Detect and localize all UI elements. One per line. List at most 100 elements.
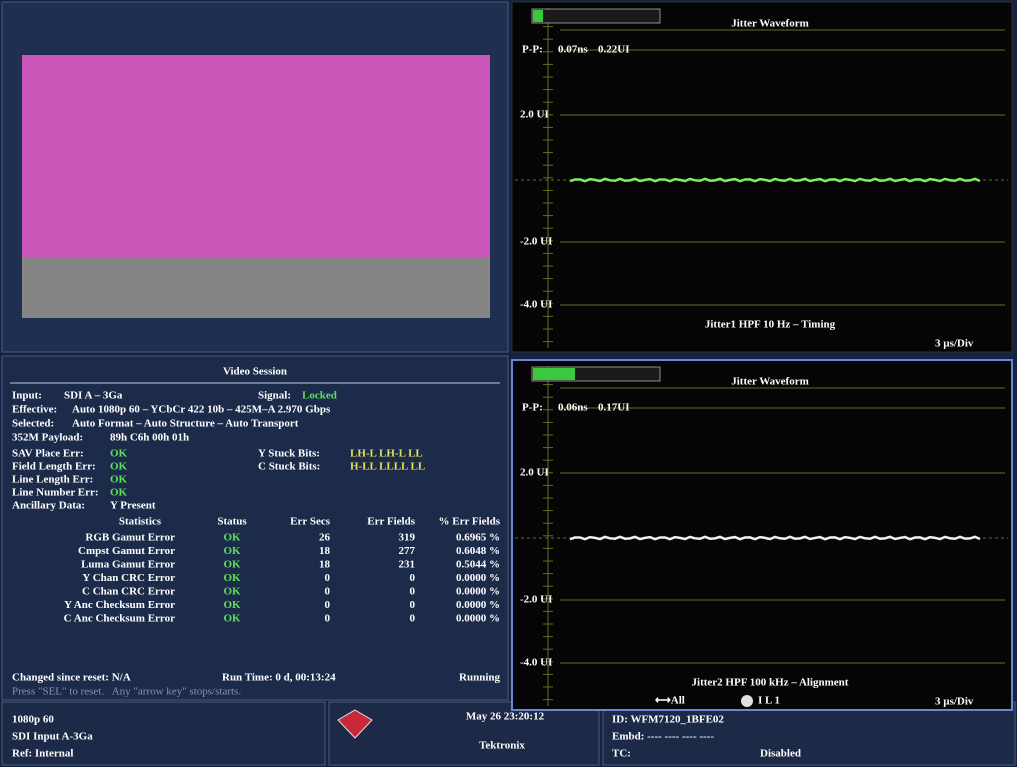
field-value: OK <box>110 474 128 486</box>
table-cell: 0.6965 % <box>456 532 500 544</box>
stuck-value: LH-L LH-L LL <box>350 448 423 460</box>
pp-ui: 0.22UI <box>598 44 629 56</box>
table-cell: 0.0000 % <box>456 599 500 611</box>
alarm-icon <box>337 709 373 739</box>
table-cell: 0 <box>410 586 416 598</box>
field-value: SDI A – 3Ga <box>64 390 123 402</box>
status-format: 1080p 60 <box>12 714 54 726</box>
session-title: Video Session <box>223 366 287 378</box>
panel-title: Jitter Waveform <box>731 376 808 388</box>
table-cell: RGB Gamut Error <box>85 532 175 544</box>
field-value: OK <box>110 461 128 473</box>
table-cell: 0.6048 % <box>456 545 500 557</box>
table-cell: 0.0000 % <box>456 572 500 584</box>
field-label: Input: <box>12 390 42 402</box>
table-header: Err Fields <box>367 516 415 528</box>
pp-ns: 0.07ns <box>558 44 588 56</box>
pp-ns: 0.06ns <box>558 402 588 414</box>
axis-label: 2.0 UI <box>520 109 549 121</box>
field-label: Line Length Err: <box>12 474 93 486</box>
table-cell: OK <box>223 559 241 571</box>
table-cell: 0 <box>325 613 331 625</box>
field-label: Field Length Err: <box>12 461 96 473</box>
table-cell: OK <box>223 532 241 544</box>
status-tc-value: Disabled <box>760 748 801 760</box>
field-value: Locked <box>302 390 337 402</box>
table-header: Statistics <box>119 516 162 528</box>
field-value: OK <box>110 448 128 460</box>
run-state: Running <box>459 672 500 684</box>
stuck-label: Y Stuck Bits: <box>258 448 320 460</box>
table-cell: Cmpst Gamut Error <box>78 545 175 557</box>
table-cell: 0 <box>410 599 416 611</box>
field-label: 352M Payload: <box>12 432 83 444</box>
table-cell: Y Anc Checksum Error <box>64 599 175 611</box>
table-cell: 319 <box>399 532 416 544</box>
table-cell: 0 <box>325 599 331 611</box>
table-cell: C Anc Checksum Error <box>64 613 175 625</box>
status-right <box>602 701 1016 766</box>
status-left <box>1 701 326 766</box>
table-cell: Y Chan CRC Error <box>82 572 175 584</box>
field-label: SAV Place Err: <box>12 448 84 460</box>
changed-since-reset: Changed since reset: N/A <box>12 672 131 684</box>
time-div: 3 µs/Div <box>935 338 974 350</box>
caption: Jitter1 HPF 10 Hz – Timing <box>705 319 836 331</box>
field-label: Selected: <box>12 418 54 430</box>
stuck-value: H-LL LLLL LL <box>350 461 425 473</box>
stuck-label: C Stuck Bits: <box>258 461 320 473</box>
table-cell: OK <box>223 613 241 625</box>
table-cell: 0 <box>325 572 331 584</box>
field-label: Line Number Err: <box>12 487 99 499</box>
picture-gray <box>22 258 490 318</box>
table-header: % Err Fields <box>438 516 500 528</box>
status-center <box>328 701 600 766</box>
field-label: Signal: <box>258 390 291 402</box>
status-id: ID: WFM7120_1BFE02 <box>612 714 724 726</box>
table-cell: OK <box>223 545 241 557</box>
jitter-trace <box>569 177 981 183</box>
level-meter-fill <box>533 10 543 22</box>
status-reference: Ref: Internal <box>12 748 73 760</box>
footer-icon <box>741 695 753 707</box>
table-cell: 0 <box>410 572 416 584</box>
level-meter <box>531 8 661 24</box>
table-cell: C Chan CRC Error <box>82 586 175 598</box>
table-cell: 18 <box>319 559 331 571</box>
table-header: Status <box>217 516 247 528</box>
picture-magenta <box>22 55 490 258</box>
pp-label: P-P: <box>522 44 543 56</box>
table-cell: OK <box>223 599 241 611</box>
axis-label: 2.0 UI <box>520 467 549 479</box>
caption: Jitter2 HPF 100 kHz – Alignment <box>692 677 849 689</box>
status-datetime: May 26 23:20:12 <box>466 711 545 723</box>
table-header: Err Secs <box>290 516 331 528</box>
pp-label: P-P: <box>522 402 543 414</box>
field-label: Effective: <box>12 404 57 416</box>
status-tc-label: TC: <box>612 748 631 760</box>
table-cell: 0.5044 % <box>456 559 500 571</box>
table-cell: 0 <box>325 586 331 598</box>
hint: Press "SEL" to reset. Any "arrow key" st… <box>12 686 241 698</box>
status-embd: Embd: ---- ---- ---- ---- <box>612 731 714 743</box>
status-brand: Tektronix <box>479 740 525 752</box>
table-cell: 26 <box>319 532 331 544</box>
table-cell: 0.0000 % <box>456 586 500 598</box>
table-cell: Luma Gamut Error <box>81 559 175 571</box>
jitter-panel <box>511 359 1013 711</box>
time-div: 3 µs/Div <box>935 696 974 708</box>
table-cell: OK <box>223 572 241 584</box>
jitter-panel <box>511 1 1013 353</box>
table-cell: 277 <box>399 545 416 557</box>
pp-ui: 0.17UI <box>598 402 629 414</box>
jitter-trace <box>569 535 981 541</box>
run-time: Run Time: 0 d, 00:13:24 <box>222 672 336 684</box>
axis-label: -4.0 UI <box>520 657 552 669</box>
table-cell: 18 <box>319 545 331 557</box>
status-input: SDI Input A-3Ga <box>12 731 93 743</box>
level-meter-fill <box>533 368 575 380</box>
field-label: Ancillary Data: <box>12 500 85 512</box>
table-cell: 0 <box>410 613 416 625</box>
field-value: Auto Format – Auto Structure – Auto Tran… <box>72 418 299 430</box>
